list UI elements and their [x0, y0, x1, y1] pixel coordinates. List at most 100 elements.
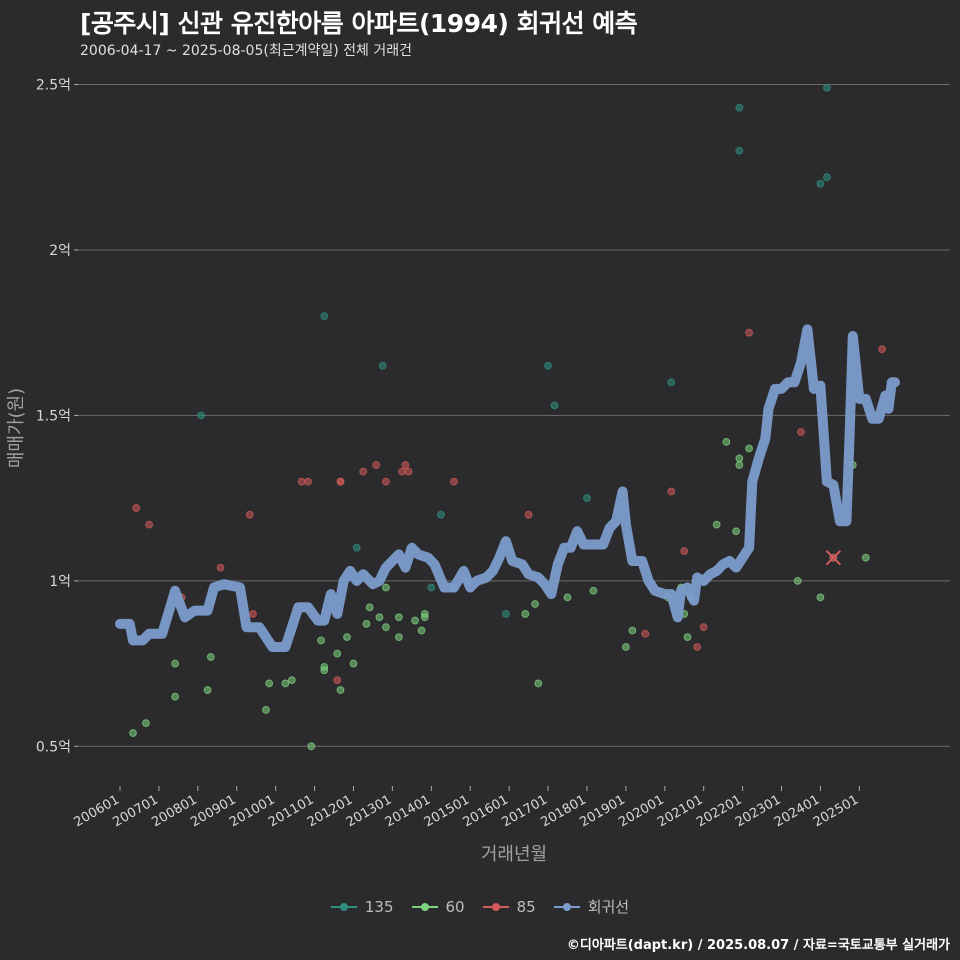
point-85 [333, 676, 342, 685]
credit-text: ©디아파트(dapt.kr) / 2025.08.07 / 자료=국토교통부 실… [566, 938, 950, 953]
point-85 [245, 510, 254, 519]
point-60 [712, 520, 721, 529]
legend-key-icon [330, 901, 357, 913]
point-85 [450, 477, 458, 486]
point-60 [317, 636, 325, 645]
point-135 [735, 103, 744, 112]
y-tick-label: 1억 [49, 574, 71, 590]
point-135 [544, 361, 552, 370]
point-85 [878, 345, 886, 354]
point-85 [680, 547, 689, 555]
point-60 [381, 583, 390, 592]
legend-label: 회귀선 [587, 898, 630, 916]
point-85 [216, 563, 225, 572]
point-60 [394, 633, 403, 642]
legend-label: 135 [364, 897, 394, 916]
point-60 [281, 679, 290, 688]
point-60 [621, 643, 630, 651]
point-85 [359, 467, 368, 476]
point-60 [732, 527, 741, 536]
point-85 [304, 477, 312, 486]
point-60 [171, 659, 180, 668]
x-axis-title: 거래년월 [481, 844, 547, 865]
legend-label: 85 [516, 897, 536, 916]
point-60 [381, 623, 390, 632]
point-85 [381, 477, 390, 486]
point-135 [378, 361, 387, 370]
point-60 [349, 659, 358, 668]
point-135 [352, 543, 361, 552]
point-85 [404, 467, 413, 476]
point-85 [524, 510, 533, 519]
point-60 [534, 679, 543, 688]
point-60 [262, 705, 270, 714]
point-60 [336, 686, 345, 694]
point-60 [333, 649, 342, 658]
y-tick-label: 0.5억 [36, 739, 71, 755]
x-tick-label: 202501 [811, 792, 861, 830]
point-60 [628, 626, 637, 635]
point-85 [297, 477, 306, 486]
y-tick-label: 1.5억 [36, 408, 71, 424]
point-60 [365, 603, 374, 612]
point-60 [589, 586, 598, 595]
point-85 [699, 623, 708, 632]
y-tick-label: 2억 [49, 243, 71, 259]
legend-item: 회귀선 [553, 896, 630, 917]
regression-line [115, 324, 900, 652]
point-85 [641, 629, 650, 638]
legend-label: 60 [445, 897, 465, 916]
point-60 [411, 616, 419, 625]
point-60 [206, 653, 215, 661]
point-135 [667, 378, 676, 387]
point-135 [816, 179, 825, 188]
point-135 [437, 510, 445, 519]
legend-item: 85 [482, 896, 536, 917]
point-60 [420, 613, 429, 622]
point-60 [683, 633, 692, 642]
legend-key-icon [482, 901, 509, 913]
point-60 [745, 444, 753, 453]
point-60 [362, 619, 371, 628]
chart-subtitle: 2006-04-17 ~ 2025-08-05(최근계약일) 전체 거래건 [80, 43, 412, 59]
point-135 [823, 173, 831, 182]
point-60 [861, 553, 870, 562]
y-axis-title: 매매가(원) [6, 388, 27, 468]
legend-item: 60 [411, 896, 465, 917]
y-tick-label: 2.5억 [36, 78, 71, 94]
point-85 [401, 461, 410, 469]
point-85 [336, 477, 345, 486]
point-135 [735, 146, 744, 155]
point-60 [142, 719, 150, 728]
point-135 [501, 610, 510, 618]
point-135 [550, 401, 559, 410]
point-60 [394, 613, 403, 622]
point-85 [145, 520, 154, 529]
point-60 [521, 610, 530, 618]
legend-item: 135 [330, 896, 394, 917]
legend-key-icon [411, 901, 438, 913]
point-60 [735, 461, 744, 469]
point-60 [531, 600, 539, 608]
point-60 [203, 686, 212, 694]
point-85 [667, 487, 676, 496]
point-60 [563, 593, 572, 602]
point-85 [797, 428, 805, 436]
point-135 [583, 494, 591, 503]
point-135 [320, 312, 329, 321]
legend: 135 60 85 회귀선 [0, 896, 960, 917]
point-135 [427, 583, 436, 592]
chart-title: [공주시] 신관 유진한아름 아파트(1994) 회귀선 예측 [80, 9, 638, 38]
point-60 [343, 633, 351, 642]
point-135 [197, 411, 205, 420]
point-60 [129, 729, 137, 737]
legend-key-icon [553, 901, 580, 913]
latest-marker [825, 549, 842, 566]
point-85 [693, 643, 702, 651]
point-85 [398, 467, 407, 476]
point-85 [132, 504, 141, 512]
point-60 [171, 692, 180, 701]
point-60 [793, 576, 802, 585]
point-135 [823, 83, 831, 92]
